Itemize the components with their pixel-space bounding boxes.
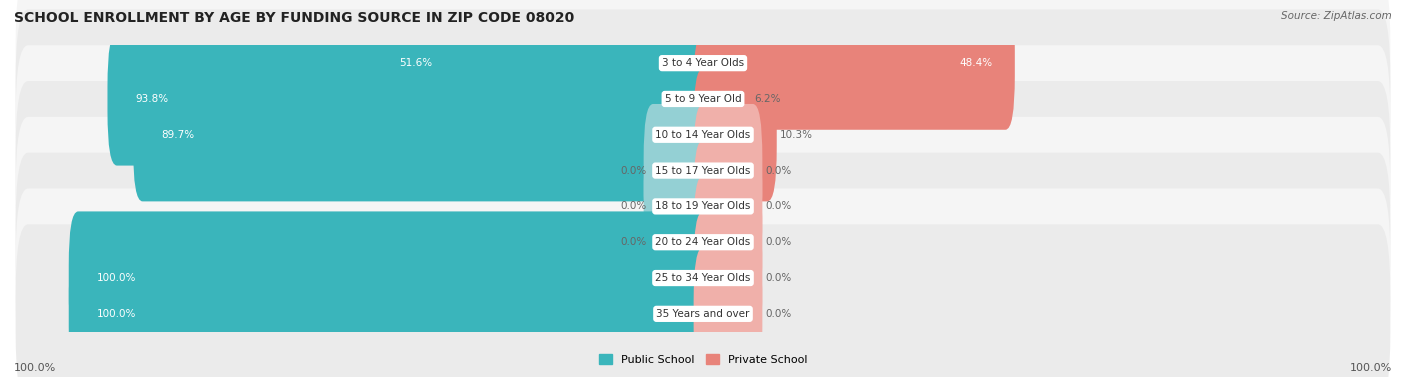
Text: 25 to 34 Year Olds: 25 to 34 Year Olds [655, 273, 751, 283]
FancyBboxPatch shape [644, 176, 713, 309]
FancyBboxPatch shape [15, 224, 1391, 377]
FancyBboxPatch shape [15, 0, 1391, 153]
FancyBboxPatch shape [15, 153, 1391, 332]
Text: 48.4%: 48.4% [960, 58, 993, 68]
FancyBboxPatch shape [15, 81, 1391, 260]
FancyBboxPatch shape [371, 0, 713, 130]
FancyBboxPatch shape [693, 211, 762, 345]
FancyBboxPatch shape [644, 104, 713, 237]
Text: 0.0%: 0.0% [620, 201, 647, 211]
Text: 6.2%: 6.2% [754, 94, 780, 104]
Text: 100.0%: 100.0% [1350, 363, 1392, 373]
Text: 0.0%: 0.0% [765, 237, 792, 247]
Text: 3 to 4 Year Olds: 3 to 4 Year Olds [662, 58, 744, 68]
FancyBboxPatch shape [693, 104, 762, 237]
FancyBboxPatch shape [69, 211, 713, 345]
FancyBboxPatch shape [69, 247, 713, 377]
Text: 20 to 24 Year Olds: 20 to 24 Year Olds [655, 237, 751, 247]
Text: 89.7%: 89.7% [162, 130, 194, 140]
FancyBboxPatch shape [693, 176, 762, 309]
Text: SCHOOL ENROLLMENT BY AGE BY FUNDING SOURCE IN ZIP CODE 08020: SCHOOL ENROLLMENT BY AGE BY FUNDING SOUR… [14, 11, 574, 25]
Text: 10.3%: 10.3% [780, 130, 813, 140]
Text: 0.0%: 0.0% [765, 309, 792, 319]
FancyBboxPatch shape [644, 140, 713, 273]
FancyBboxPatch shape [693, 68, 776, 201]
Legend: Public School, Private School: Public School, Private School [595, 350, 811, 369]
Text: 35 Years and over: 35 Years and over [657, 309, 749, 319]
Text: 100.0%: 100.0% [14, 363, 56, 373]
FancyBboxPatch shape [693, 32, 751, 166]
Text: 0.0%: 0.0% [765, 166, 792, 176]
Text: 0.0%: 0.0% [620, 237, 647, 247]
Text: 100.0%: 100.0% [97, 273, 136, 283]
FancyBboxPatch shape [134, 68, 713, 201]
Text: 18 to 19 Year Olds: 18 to 19 Year Olds [655, 201, 751, 211]
Text: 10 to 14 Year Olds: 10 to 14 Year Olds [655, 130, 751, 140]
FancyBboxPatch shape [15, 117, 1391, 296]
Text: 51.6%: 51.6% [399, 58, 433, 68]
Text: 0.0%: 0.0% [765, 273, 792, 283]
FancyBboxPatch shape [15, 45, 1391, 224]
Text: 0.0%: 0.0% [765, 201, 792, 211]
Text: 100.0%: 100.0% [97, 309, 136, 319]
FancyBboxPatch shape [693, 140, 762, 273]
Text: 15 to 17 Year Olds: 15 to 17 Year Olds [655, 166, 751, 176]
Text: Source: ZipAtlas.com: Source: ZipAtlas.com [1281, 11, 1392, 21]
FancyBboxPatch shape [693, 0, 1015, 130]
FancyBboxPatch shape [15, 9, 1391, 188]
FancyBboxPatch shape [693, 247, 762, 377]
Text: 93.8%: 93.8% [135, 94, 169, 104]
FancyBboxPatch shape [107, 32, 713, 166]
Text: 5 to 9 Year Old: 5 to 9 Year Old [665, 94, 741, 104]
FancyBboxPatch shape [15, 188, 1391, 368]
Text: 0.0%: 0.0% [620, 166, 647, 176]
